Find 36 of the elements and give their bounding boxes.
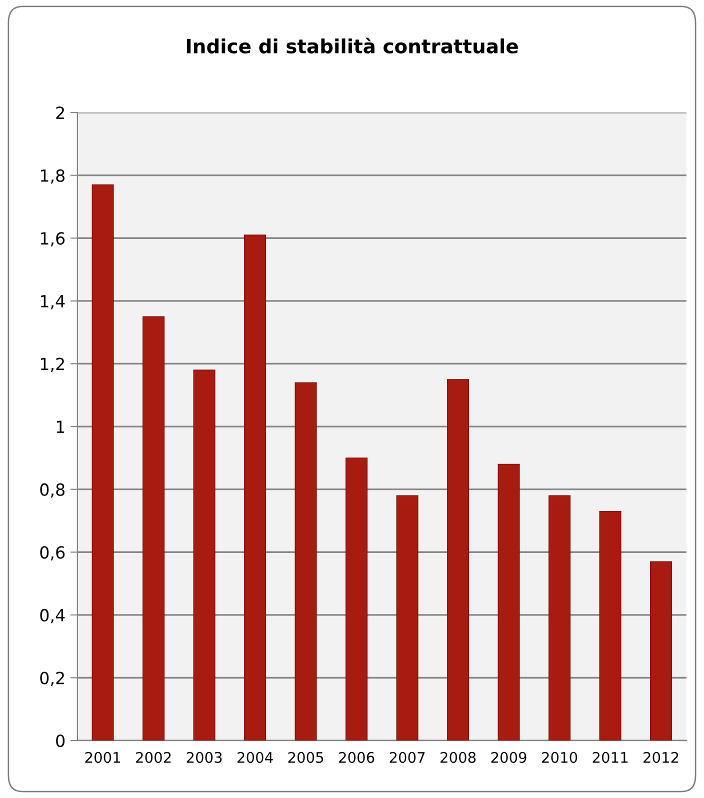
y-tick-label: 1,2 (40, 358, 64, 372)
y-tick-label: 0,6 (40, 546, 65, 560)
bar (599, 510, 622, 741)
y-tick-label: 2 (56, 106, 64, 119)
y-tick-label: 1,6 (40, 232, 65, 246)
bar (498, 464, 520, 741)
y-tick-label: 1 (56, 420, 64, 433)
x-tick-label: 2005 (288, 752, 324, 763)
bar (244, 234, 266, 741)
x-tick-label: 2003 (186, 752, 222, 763)
x-tick-label: 2007 (390, 752, 425, 763)
chart-title: Indice di stabilità contrattuale (186, 38, 518, 54)
x-tick-label: 2002 (136, 752, 171, 763)
bar (396, 495, 418, 741)
y-tick-label: 1,4 (40, 295, 65, 310)
bar (650, 561, 672, 741)
y-tick-label: 0,8 (40, 483, 64, 498)
y-tick-label: 0,2 (40, 672, 64, 686)
bar (142, 316, 165, 741)
x-tick-label: 2004 (238, 752, 273, 763)
x-tick-label: 2012 (644, 752, 678, 763)
x-tick-label: 2001 (85, 752, 120, 763)
x-tick-label: 2008 (440, 752, 476, 763)
x-tick-label: 2010 (542, 752, 578, 763)
bar (193, 370, 216, 741)
bar (346, 458, 368, 741)
y-tick-label: 1,8 (40, 169, 64, 184)
y-tick-label: 0,4 (40, 608, 65, 624)
bar (92, 184, 114, 741)
x-tick-label: 2006 (339, 752, 374, 763)
y-tick-label: 0 (56, 734, 65, 748)
bar (294, 382, 317, 741)
x-tick-label: 2009 (491, 752, 526, 763)
bar (447, 379, 470, 741)
x-tick-label: 2011 (592, 752, 628, 763)
bar (548, 495, 571, 741)
